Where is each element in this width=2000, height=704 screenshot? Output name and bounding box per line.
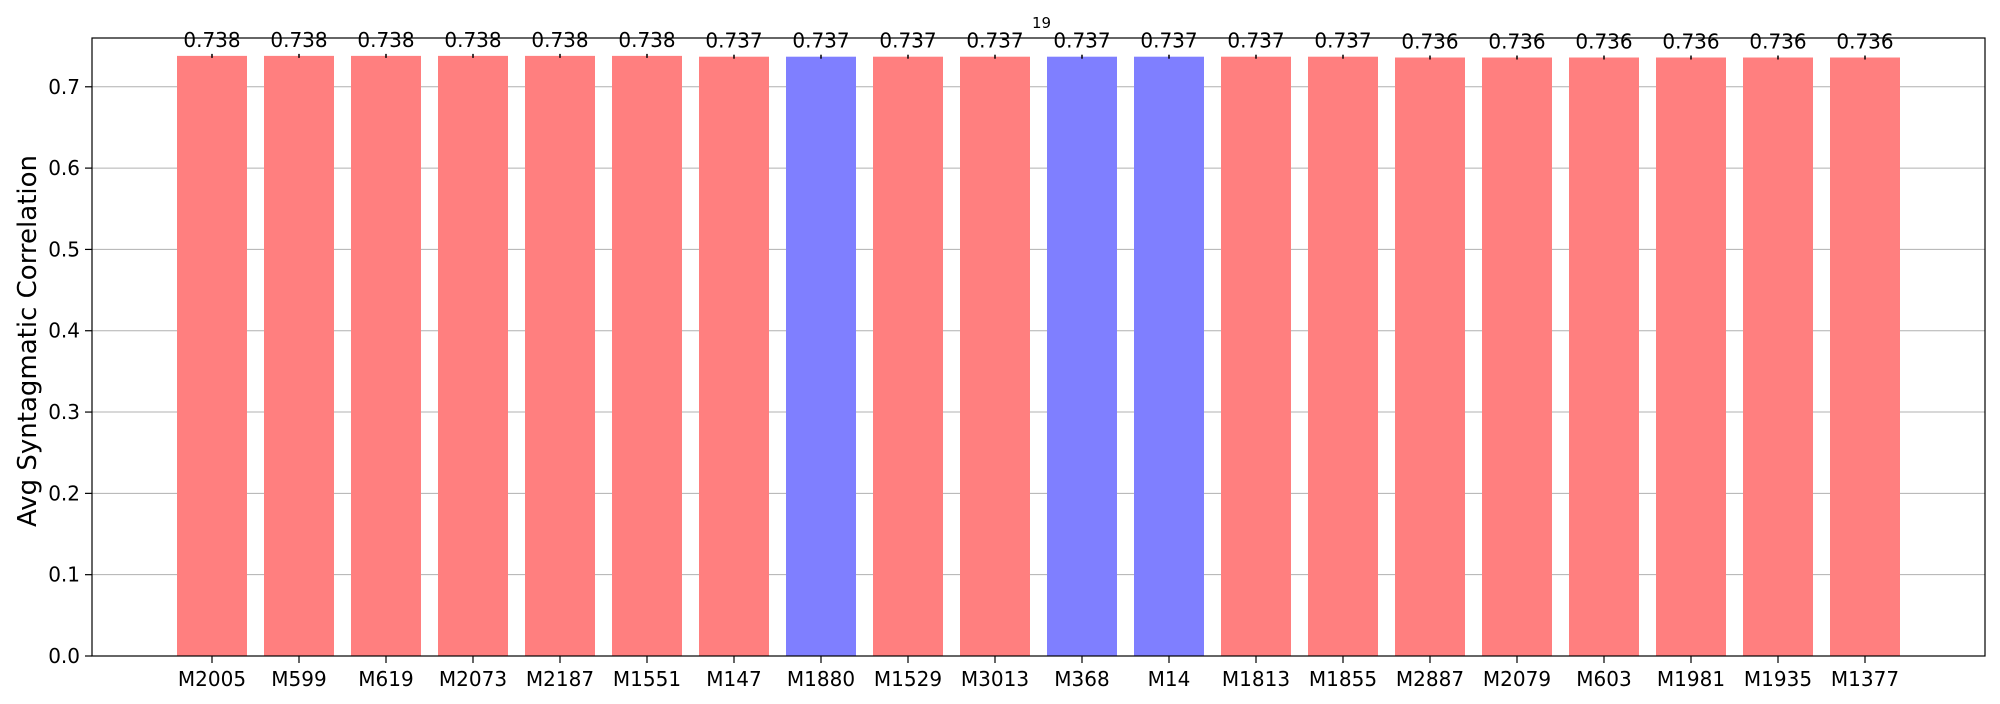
data-label: 0.738 [270, 28, 327, 52]
plot-frame [91, 37, 1986, 657]
x-tick-label: M599 [271, 667, 326, 691]
data-label: 0.738 [183, 28, 240, 52]
y-tick-label: 0.5 [48, 237, 80, 261]
bar [177, 55, 247, 657]
data-label: 0.737 [792, 29, 849, 53]
data-label: 0.736 [1836, 30, 1893, 54]
bar [960, 56, 1030, 656]
x-tick-label: M603 [1576, 667, 1631, 691]
data-label: 0.736 [1575, 30, 1632, 54]
bar [525, 55, 595, 657]
bar [1047, 56, 1117, 656]
x-tick-label: M1855 [1309, 667, 1377, 691]
y-tick-label: 0.1 [48, 563, 80, 587]
y-tick-label: 0.0 [48, 644, 80, 668]
bar [1134, 56, 1204, 656]
x-tick-label: M2187 [526, 667, 594, 691]
data-label: 0.736 [1401, 30, 1458, 54]
x-tick-label: M1529 [874, 667, 942, 691]
bar [1656, 57, 1726, 656]
y-tick-label: 0.6 [48, 156, 80, 180]
data-label: 0.737 [1053, 29, 1110, 53]
x-tick-label: M1880 [787, 667, 855, 691]
y-tick-label: 0.4 [48, 319, 80, 343]
bar [873, 56, 943, 656]
bars [177, 55, 1900, 657]
y-tick-label: 0.7 [48, 75, 80, 99]
data-label: 0.736 [1749, 30, 1806, 54]
data-label: 0.737 [1314, 29, 1371, 53]
bar [1743, 57, 1813, 656]
bar [786, 56, 856, 656]
x-tick-label: M1377 [1831, 667, 1899, 691]
bar [351, 55, 421, 657]
data-label: 0.737 [705, 29, 762, 53]
x-tick-label: M3013 [961, 667, 1029, 691]
x-tick-label: M368 [1054, 667, 1109, 691]
x-tick-label: M1981 [1657, 667, 1725, 691]
bar [1221, 56, 1291, 656]
data-label: 0.736 [1488, 30, 1545, 54]
x-tick-label: M1813 [1222, 667, 1290, 691]
data-label: 0.737 [1227, 29, 1284, 53]
y-tick-label: 0.3 [48, 400, 80, 424]
data-label: 0.737 [1140, 29, 1197, 53]
bar [1395, 57, 1465, 656]
x-tick-label: M147 [706, 667, 761, 691]
data-label: 0.738 [531, 28, 588, 52]
error-bars [211, 53, 1866, 60]
bar [438, 55, 508, 657]
x-tick-label: M2073 [439, 667, 507, 691]
data-label: 0.738 [444, 28, 501, 52]
data-label: 0.736 [1662, 30, 1719, 54]
x-tick-label: M14 [1148, 667, 1191, 691]
x-tick-label: M619 [358, 667, 413, 691]
data-label: 0.738 [618, 28, 675, 52]
x-tick-label: M2005 [178, 667, 246, 691]
data-label: 0.737 [879, 29, 936, 53]
bar [612, 55, 682, 657]
bar [1308, 56, 1378, 656]
y-axis-title: Avg Syntagmatic Correlation [13, 155, 43, 527]
y-axis-ticks: 0.0 0.1 0.2 0.3 0.4 0.5 0.6 0.7 [48, 75, 92, 668]
bar [1830, 57, 1900, 656]
x-tick-label: M2887 [1396, 667, 1464, 691]
bar [699, 56, 769, 656]
chart-title: 19 [1032, 14, 1051, 32]
bar [1569, 57, 1639, 656]
x-axis-ticks: M2005 M599 M619 M2073 M2187 M1551 M147 M1880 M15… [178, 656, 1899, 691]
data-labels: 0.738 0.738 0.738 0.738 0.738 0.738 0.737 0.737… [183, 28, 1893, 54]
bar [1482, 57, 1552, 656]
data-label: 0.738 [357, 28, 414, 52]
y-tick-label: 0.2 [48, 481, 80, 505]
x-tick-label: M2079 [1483, 667, 1551, 691]
bar [264, 55, 334, 657]
x-tick-label: M1551 [613, 667, 681, 691]
x-tick-label: M1935 [1744, 667, 1812, 691]
data-label: 0.737 [966, 29, 1023, 53]
